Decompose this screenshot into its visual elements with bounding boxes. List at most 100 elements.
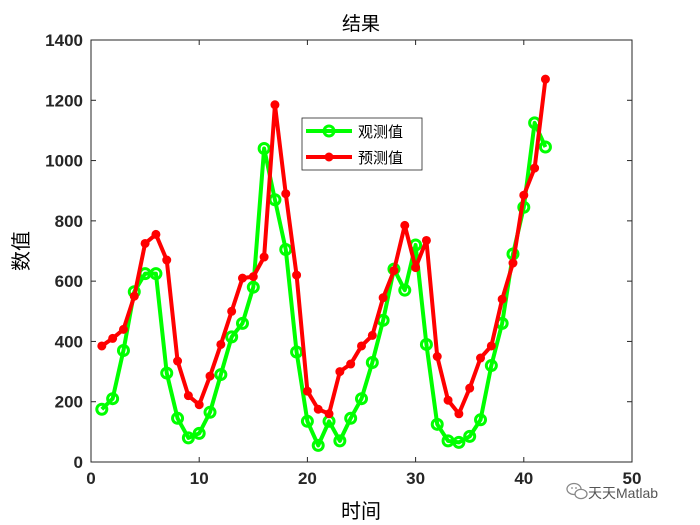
series-observed (95, 116, 552, 452)
data-point (194, 400, 204, 410)
data-point (400, 220, 410, 230)
data-point (108, 333, 118, 343)
data-point (476, 353, 486, 363)
data-point (205, 371, 215, 381)
data-point (192, 426, 206, 440)
data-point (430, 417, 444, 431)
data-point (484, 359, 498, 373)
data-point (257, 142, 271, 156)
data-point (214, 368, 228, 382)
data-point (106, 392, 120, 406)
y-tick-label: 400 (55, 332, 83, 351)
y-tick-label: 1400 (45, 31, 83, 50)
data-point (225, 330, 239, 344)
data-point (497, 294, 507, 304)
data-point (227, 306, 237, 316)
y-tick-label: 600 (55, 272, 83, 291)
data-point (346, 359, 356, 369)
data-point (173, 356, 183, 366)
data-point (519, 190, 529, 200)
y-tick-label: 200 (55, 393, 83, 412)
y-tick-label: 800 (55, 212, 83, 231)
data-point (474, 413, 488, 427)
data-point (140, 238, 150, 248)
data-point (538, 140, 552, 154)
data-point (443, 395, 453, 405)
data-point (421, 235, 431, 245)
y-axis-label: 数值 (9, 231, 33, 271)
data-point (432, 352, 442, 361)
legend-marker-observed (322, 124, 336, 138)
data-point (290, 345, 304, 359)
data-point (311, 438, 325, 452)
legend-label-predicted: 预测值 (358, 149, 403, 167)
wechat-icon (566, 482, 588, 500)
data-point (259, 252, 269, 262)
data-point (129, 291, 139, 301)
data-point (281, 189, 291, 199)
data-point (237, 273, 247, 283)
data-point (398, 283, 412, 297)
data-point (465, 383, 475, 393)
data-point (540, 74, 550, 84)
data-point (454, 409, 464, 419)
data-point (292, 270, 302, 280)
data-point (235, 316, 249, 330)
data-point (463, 429, 477, 443)
x-tick-label: 0 (86, 469, 95, 488)
data-point (248, 272, 258, 282)
data-point (419, 337, 433, 351)
legend-label-observed: 观测值 (358, 123, 403, 141)
x-tick-label: 10 (190, 469, 209, 488)
data-point (378, 293, 388, 303)
data-point (302, 386, 312, 396)
data-point (355, 392, 368, 406)
data-point (181, 431, 195, 445)
data-point (183, 391, 193, 401)
data-point (324, 409, 334, 419)
legend-marker-predicted (324, 152, 334, 162)
watermark-text: 天天Matlab (588, 485, 658, 501)
data-point (216, 339, 226, 349)
data-point (335, 367, 345, 377)
y-tick-label: 1200 (45, 91, 83, 110)
data-point (246, 280, 260, 294)
data-point (151, 229, 161, 239)
legend-box (301, 117, 423, 171)
data-point (333, 434, 347, 448)
data-point (411, 263, 421, 273)
data-point (279, 242, 293, 256)
y-axis-ticks: 0 200 400 600 800 1000 1200 1400 (45, 31, 632, 472)
data-point (344, 411, 358, 425)
data-point (357, 341, 366, 351)
series-line (100, 120, 548, 448)
x-tick-label: 30 (406, 469, 425, 488)
data-point (95, 402, 109, 416)
watermark: 天天Matlab (566, 482, 658, 501)
data-point (149, 267, 163, 281)
x-tick-label: 40 (514, 469, 533, 488)
data-point (486, 341, 496, 351)
x-tick-label: 50 (623, 469, 642, 488)
data-point (162, 255, 172, 265)
y-tick-label: 1000 (45, 152, 83, 171)
x-tick-label: 20 (298, 469, 317, 488)
series-predicted (97, 74, 550, 419)
data-point (389, 266, 399, 276)
data-point (160, 366, 174, 380)
data-point (97, 341, 107, 351)
y-tick-label: 0 (74, 453, 83, 472)
legend: 观测值 预测值 (301, 117, 423, 171)
x-axis-label: 时间 (341, 499, 381, 523)
data-point (118, 324, 128, 334)
data-point (365, 356, 379, 370)
data-point (300, 414, 314, 428)
data-point (270, 100, 280, 110)
data-point (171, 411, 185, 425)
data-point (203, 405, 217, 419)
data-point (452, 435, 466, 449)
chart-title: 结果 (342, 13, 380, 35)
data-point (508, 258, 518, 268)
series-line (100, 78, 548, 416)
